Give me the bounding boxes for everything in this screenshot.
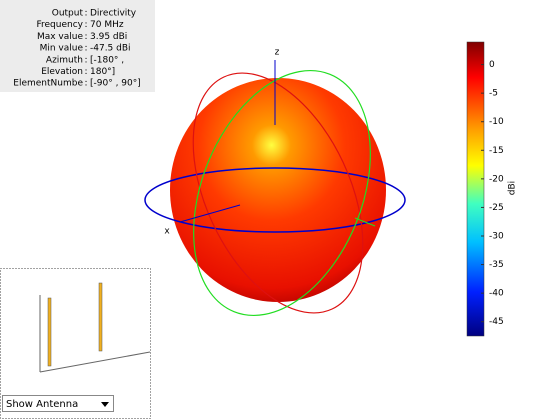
info-sep: : [84,44,87,54]
info-sep: : [84,55,87,65]
info-sep: : [84,67,87,77]
azimuth-ring [144,167,406,233]
axis-label: z [275,48,280,58]
info-key: Frequency [37,20,84,30]
colorbar-tick-label: -10 [489,117,504,127]
info-value: 180°] [90,67,115,77]
info-value: [-180° , [90,55,124,65]
info-sep: : [84,79,87,89]
elevation-ring-2 [193,69,371,317]
info-value: 3.95 dBi [90,32,127,42]
colorbar-tick-label: 0 [489,60,495,70]
elevation-ring [192,72,364,314]
colorbar-tick-label: -25 [489,203,504,213]
show-antenna-dropdown[interactable]: Show Antenna [2,395,114,412]
info-value: 70 MHz [90,20,124,30]
info-panel [0,0,155,92]
info-key: Max value [37,32,84,42]
antenna-preview [0,268,151,419]
colorbar-tick-label: -35 [489,260,504,270]
info-key: ElementNumbe [13,79,83,89]
colorbar-tick-label: -20 [489,174,504,184]
info-key: Elevation [41,67,83,77]
info-sep: : [84,20,87,30]
colorbar [466,41,485,337]
info-key: Min value [40,44,84,54]
info-value: [-90° , 90°] [90,79,141,89]
y-axis [354,217,376,227]
info-sep: : [84,32,87,42]
antenna-element [98,282,103,352]
colorbar-tick-label: -30 [489,232,504,242]
axis-label: x [164,227,170,237]
info-value: Directivity [90,9,137,19]
colorbar-tick-label: -40 [489,289,504,299]
info-value: -47.5 dBi [90,44,131,54]
colorbar-tick-label: -5 [489,89,498,99]
colorbar-tick-label: -45 [489,317,504,327]
colorbar-label: dBi [508,181,518,195]
info-key: Output [52,9,84,19]
preview-axis [39,351,151,373]
info-key: Azimuth [46,55,83,65]
pattern-surface [170,78,386,302]
x-axis [179,204,241,223]
info-sep: : [84,9,87,19]
colorbar-ticks: 0 -5 -10 -15 -20 -25 -30 -35 -40 -45 [481,60,504,327]
antenna-element [47,297,52,367]
colorbar-tick-label: -15 [489,146,504,156]
